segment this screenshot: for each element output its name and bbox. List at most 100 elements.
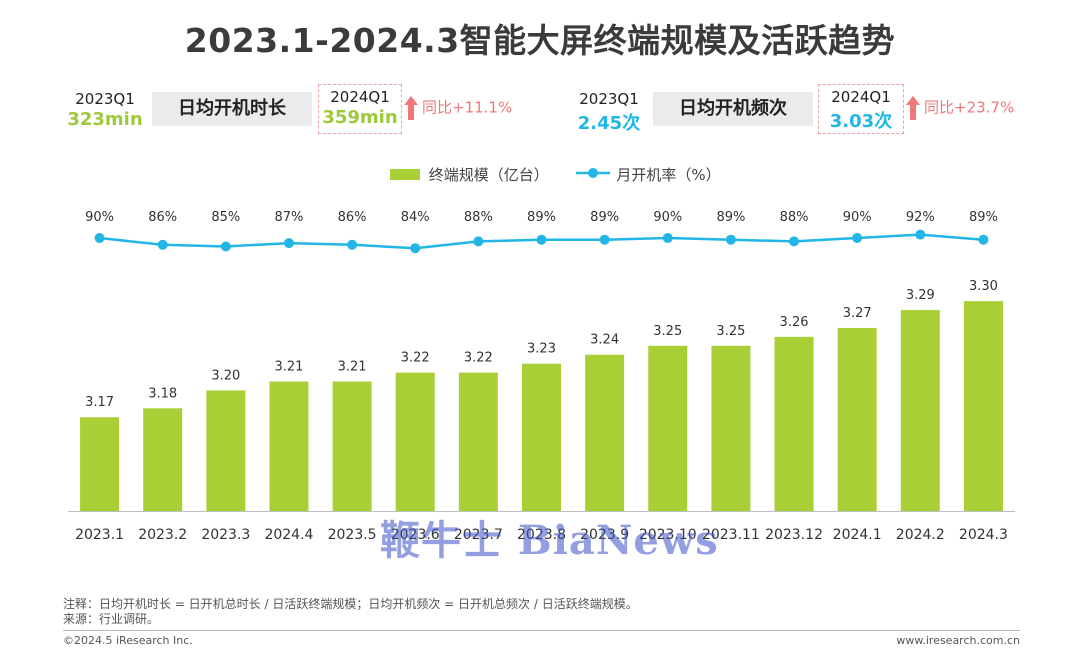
- bar-label-2024.2: 3.29: [906, 288, 935, 303]
- legend-line-swatch: [575, 168, 610, 178]
- bar-2023.11: [711, 345, 751, 511]
- line-label-2023.12: 88%: [780, 210, 809, 225]
- bar-2023.9: [585, 354, 625, 511]
- source-note: 来源：行业调研。: [63, 612, 160, 626]
- bar-label-2024.3: 3.30: [969, 279, 998, 294]
- x-tick-2023.10: 2023.10: [639, 527, 697, 543]
- x-tick-2024.3: 2024.3: [959, 527, 1008, 543]
- bar-label-2024.4: 3.21: [274, 360, 303, 375]
- line-label-2024.3: 89%: [969, 210, 998, 225]
- kpi1-label: 日均开机时长: [152, 92, 312, 126]
- kpi1-new-period: 2024Q1: [330, 88, 390, 106]
- x-tick-2023.2: 2023.2: [138, 527, 187, 543]
- bar-label-2023.9: 3.24: [590, 333, 619, 348]
- bar-2024.4: [269, 381, 309, 511]
- bar-label-2023.8: 3.23: [527, 342, 556, 357]
- bar-2023.12: [774, 336, 814, 511]
- watermark: 鞭牛士 BiaNews: [380, 517, 719, 564]
- line-point-2024.1: [852, 233, 863, 243]
- line-label-2023.11: 89%: [716, 210, 745, 225]
- line-point-2024.2: [915, 229, 926, 240]
- chart-title: 2023.1-2024.3智能大屏终端规模及活跃趋势: [184, 21, 896, 60]
- kpi2-yoy-text: 同比+23.7%: [924, 98, 1015, 117]
- line-label-2023.7: 88%: [464, 210, 493, 225]
- x-tick-2023.9: 2023.9: [580, 527, 629, 543]
- line-point-2023.8: [536, 234, 547, 245]
- kpi2-new: 2024Q1 3.03次: [818, 84, 904, 134]
- x-tick-2024.4: 2024.4: [264, 527, 313, 543]
- kpi1-new-value: 359min: [322, 107, 398, 128]
- kpi1-old: 2023Q1 323min: [64, 90, 146, 130]
- kpi2-old-period: 2023Q1: [579, 90, 639, 108]
- line-point-2023.11: [725, 234, 736, 245]
- footer-site: www.iresearch.com.cn: [896, 634, 1020, 647]
- bar-2023.7: [458, 372, 498, 511]
- x-tick-2023.6: 2023.6: [391, 527, 440, 543]
- up-arrow-icon: [906, 96, 920, 120]
- bar-2023.3: [206, 390, 246, 511]
- bar-2024.1: [837, 327, 877, 511]
- bar-2023.10: [648, 345, 688, 511]
- line-label-2023.5: 86%: [338, 210, 367, 225]
- kpi1-old-period: 2023Q1: [75, 90, 135, 108]
- line-label-2023.2: 86%: [148, 210, 177, 225]
- kpi2-yoy: 同比+23.7%: [906, 96, 1014, 120]
- line-label-2023.3: 85%: [211, 210, 240, 225]
- x-tick-2023.11: 2023.11: [702, 527, 760, 543]
- bar-label-2024.1: 3.27: [843, 306, 872, 321]
- x-tick-2023.12: 2023.12: [765, 527, 823, 543]
- bar-2024.3: [963, 301, 1003, 511]
- line-point-2023.1: [94, 233, 105, 243]
- x-tick-2023.7: 2023.7: [454, 527, 503, 543]
- bar-label-2023.5: 3.21: [338, 360, 367, 375]
- x-tick-2023.3: 2023.3: [201, 527, 250, 543]
- footer-divider: [63, 630, 1020, 631]
- kpi1-old-value: 323min: [67, 109, 143, 130]
- footer-copyright: ©2024.5 iResearch Inc.: [63, 634, 193, 647]
- x-tick-2023.5: 2023.5: [328, 527, 377, 543]
- bar-label-2023.10: 3.25: [653, 324, 682, 339]
- kpi1-yoy: 同比+11.1%: [404, 96, 512, 120]
- line-point-2023.10: [662, 233, 673, 243]
- bar-2023.1: [80, 417, 120, 511]
- line-point-2023.2: [157, 239, 168, 250]
- kpi1-yoy-text: 同比+11.1%: [422, 98, 513, 117]
- legend-bar-swatch: [390, 169, 420, 180]
- line-label-2023.9: 89%: [590, 210, 619, 225]
- kpi2-new-value: 3.03次: [829, 111, 893, 132]
- bar-2023.6: [395, 372, 435, 511]
- legend-line-label: 月开机率（%）: [616, 166, 721, 184]
- line-point-2024.4: [283, 238, 294, 249]
- line-label-2023.10: 90%: [653, 210, 682, 225]
- bar-2023.5: [332, 381, 372, 511]
- legend-bar-label: 终端规模（亿台）: [428, 166, 549, 184]
- line-label-2024.1: 90%: [843, 210, 872, 225]
- bar-2023.8: [522, 363, 561, 511]
- line-point-2024.3: [978, 234, 989, 245]
- kpi2-old-value: 2.45次: [577, 113, 641, 134]
- line-label-2024.4: 87%: [275, 210, 304, 225]
- line-point-2023.3: [220, 241, 231, 252]
- line-label-2024.2: 92%: [906, 210, 935, 225]
- footnote: 注释：日均开机时长 = 日开机总时长 / 日活跃终端规模；日均开机频次 = 日开…: [63, 597, 638, 611]
- kpi2-new-period: 2024Q1: [831, 88, 891, 106]
- line-point-2023.9: [599, 234, 610, 245]
- chart-legend: 终端规模（亿台） 月开机率（%）: [390, 164, 721, 185]
- line-label-2023.8: 89%: [527, 210, 556, 225]
- bar-2024.2: [900, 310, 940, 511]
- bar-label-2023.11: 3.25: [716, 324, 745, 339]
- line-point-2023.7: [473, 236, 484, 247]
- x-tick-2023.8: 2023.8: [517, 527, 566, 543]
- bar-2023.2: [143, 408, 183, 511]
- kpi1-new: 2024Q1 359min: [318, 84, 402, 134]
- x-tick-2024.2: 2024.2: [896, 527, 945, 543]
- kpi2-old: 2023Q1 2.45次: [568, 90, 650, 135]
- x-tick-2023.1: 2023.1: [75, 527, 124, 543]
- bar-label-2023.2: 3.18: [148, 386, 177, 401]
- bar-label-2023.7: 3.22: [464, 351, 493, 366]
- bar-label-2023.6: 3.22: [401, 351, 430, 366]
- line-point-2023.5: [347, 239, 358, 250]
- up-arrow-icon: [404, 96, 418, 120]
- bar-label-2023.12: 3.26: [780, 315, 809, 330]
